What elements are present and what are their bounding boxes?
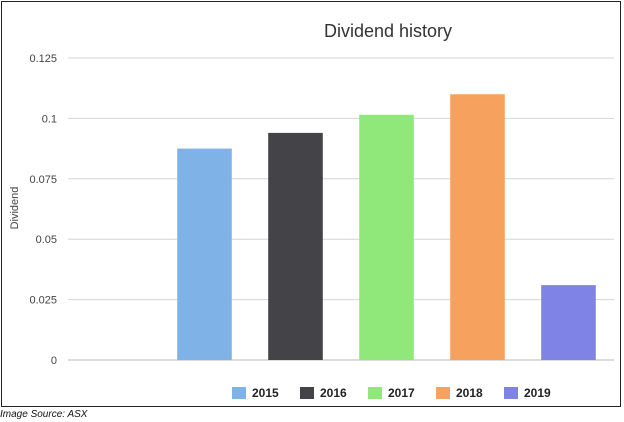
dividend-history-chart: Dividend history 0 0.025 0.05 0.075 0.1 0.125…	[9, 21, 614, 400]
legend-label: 2016	[320, 386, 347, 400]
legend-swatch	[300, 387, 314, 399]
y-tick-label: 0.075	[29, 174, 57, 186]
bar-2018	[450, 94, 505, 361]
chart-title: Dividend history	[324, 21, 452, 41]
legend-swatch	[368, 387, 382, 399]
legend-swatch	[436, 387, 450, 399]
y-tick-labels: 0 0.025 0.05 0.075 0.1 0.125	[29, 53, 57, 367]
legend-swatch	[504, 387, 518, 399]
y-tick-label: 0	[51, 355, 57, 367]
bar-2017	[359, 114, 414, 360]
bar-2015	[177, 148, 232, 360]
legend-item-2019: 2019	[504, 386, 551, 400]
legend-label: 2019	[524, 386, 551, 400]
legend-item-2018: 2018	[436, 386, 483, 400]
image-source-note: Image Source: ASX	[0, 409, 88, 420]
y-tick-label: 0.05	[36, 234, 57, 246]
legend-item-2016: 2016	[300, 386, 347, 400]
legend-label: 2017	[388, 386, 415, 400]
gridlines	[68, 57, 614, 361]
legend-label: 2015	[252, 386, 279, 400]
legend-item-2015: 2015	[232, 386, 279, 400]
y-tick-label: 0.025	[29, 295, 57, 307]
bar-2016	[268, 132, 323, 360]
y-tick-label: 0.1	[42, 113, 57, 125]
bar-2019	[541, 285, 596, 360]
y-axis-label: Dividend	[9, 187, 21, 230]
legend: 2015 2016 2017 2018 2019	[232, 386, 551, 400]
legend-item-2017: 2017	[368, 386, 415, 400]
legend-label: 2018	[456, 386, 483, 400]
bars	[177, 94, 596, 361]
legend-swatch	[232, 387, 246, 399]
y-tick-label: 0.125	[29, 53, 57, 65]
